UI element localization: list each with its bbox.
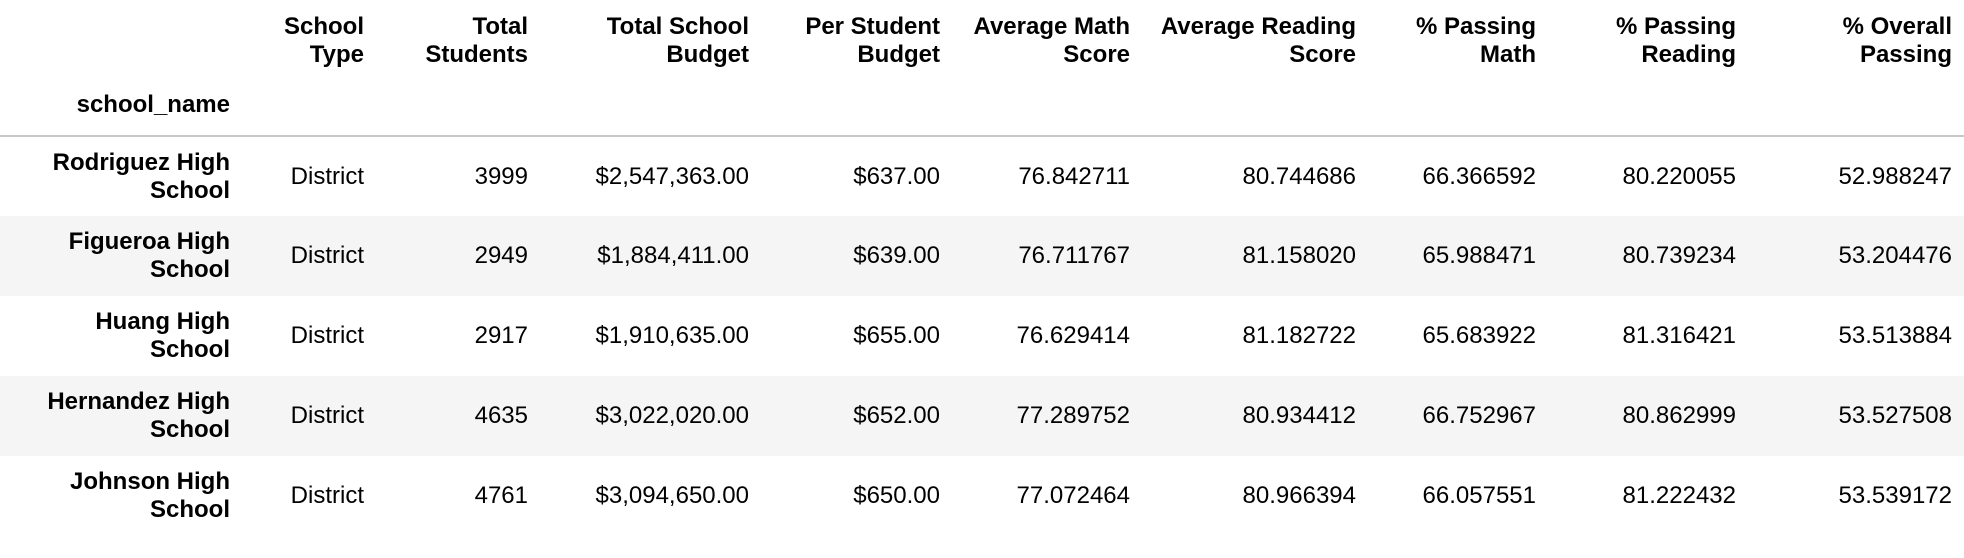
column-header: Average Reading Score	[1160, 13, 1356, 68]
column-header: Average Math Score	[973, 13, 1131, 68]
avg-reading-cell: 80.744686	[1242, 162, 1356, 190]
pct-math-cell: 66.057551	[1422, 482, 1536, 509]
column-header: % Passing Reading	[1615, 13, 1736, 68]
school-type-cell: District	[290, 322, 364, 349]
total-students-cell: 2917	[474, 322, 528, 349]
table-row: Rodriguez High School District 3999 $2,54…	[0, 136, 1964, 216]
column-header-row: School Type Total Students Total School Bud…	[0, 0, 1964, 75]
avg-reading-cell: 80.934412	[1242, 402, 1356, 429]
row-index-label: Hernandez High School	[47, 388, 230, 443]
row-index-label: Figueroa High School	[68, 228, 230, 283]
avg-math-cell: 76.629414	[1016, 322, 1130, 349]
table-row: Johnson High School District 4761 $3,094,…	[0, 456, 1964, 536]
column-header: Total School Budget	[606, 13, 749, 68]
pct-reading-cell: 81.222432	[1622, 482, 1736, 509]
total-students-cell: 4635	[474, 402, 528, 429]
total-budget-cell: $3,022,020.00	[595, 402, 749, 429]
avg-reading-cell: 81.158020	[1242, 242, 1356, 269]
pct-reading-cell: 80.862999	[1622, 402, 1736, 429]
table-row: Hernandez High School District 4635 $3,02…	[0, 376, 1964, 456]
school-type-cell: District	[290, 162, 364, 190]
total-budget-cell: $1,884,411.00	[597, 242, 749, 269]
avg-math-cell: 77.289752	[1016, 402, 1130, 429]
total-budget-cell: $1,910,635.00	[595, 322, 749, 349]
row-index-label: Johnson High School	[70, 468, 230, 523]
pct-overall-cell: 52.988247	[1838, 162, 1952, 190]
per-student-budget-cell: $639.00	[853, 242, 940, 269]
per-student-budget-cell: $652.00	[853, 402, 940, 429]
avg-reading-cell: 81.182722	[1242, 322, 1356, 349]
pct-overall-cell: 53.204476	[1838, 242, 1952, 269]
column-header: % Overall Passing	[1842, 13, 1952, 68]
index-header-blank	[0, 0, 242, 75]
table-row: Figueroa High School District 2949 $1,884…	[0, 216, 1964, 296]
pct-reading-cell: 81.316421	[1622, 322, 1736, 349]
school-type-cell: District	[290, 242, 364, 269]
pct-math-cell: 65.683922	[1422, 322, 1536, 349]
total-students-cell: 4761	[474, 482, 528, 509]
column-header: School Type	[283, 13, 364, 68]
per-student-budget-cell: $650.00	[853, 482, 940, 509]
avg-math-cell: 76.711767	[1018, 242, 1130, 269]
per-student-budget-cell: $637.00	[853, 162, 940, 190]
pct-reading-cell: 80.739234	[1622, 242, 1736, 269]
pct-overall-cell: 53.527508	[1838, 402, 1952, 429]
index-header-row: school_name	[0, 75, 1964, 137]
column-header: Total Students	[425, 13, 528, 68]
index-name-header: school_name	[0, 75, 242, 137]
column-header: % Passing Math	[1415, 13, 1536, 68]
school-summary-table: School Type Total Students Total School Bud…	[0, 0, 1964, 536]
pct-math-cell: 66.366592	[1422, 162, 1536, 190]
row-index-label: Huang High School	[95, 308, 230, 363]
avg-reading-cell: 80.966394	[1242, 482, 1356, 509]
pct-overall-cell: 53.513884	[1838, 322, 1952, 349]
pct-math-cell: 66.752967	[1422, 402, 1536, 429]
total-students-cell: 2949	[474, 242, 528, 269]
total-students-cell: 3999	[474, 162, 528, 190]
column-header: Per Student Budget	[805, 13, 940, 68]
pct-reading-cell: 80.220055	[1622, 162, 1736, 190]
per-student-budget-cell: $655.00	[853, 322, 940, 349]
total-budget-cell: $3,094,650.00	[595, 482, 749, 509]
school-type-cell: District	[290, 482, 364, 509]
table-row: Huang High School District 2917 $1,910,63…	[0, 296, 1964, 376]
row-index-label: Rodriguez High School	[52, 148, 230, 204]
pct-overall-cell: 53.539172	[1838, 482, 1952, 509]
total-budget-cell: $2,547,363.00	[595, 162, 749, 190]
pct-math-cell: 65.988471	[1422, 242, 1536, 269]
avg-math-cell: 76.842711	[1018, 162, 1130, 190]
avg-math-cell: 77.072464	[1016, 482, 1130, 509]
school-type-cell: District	[290, 402, 364, 429]
